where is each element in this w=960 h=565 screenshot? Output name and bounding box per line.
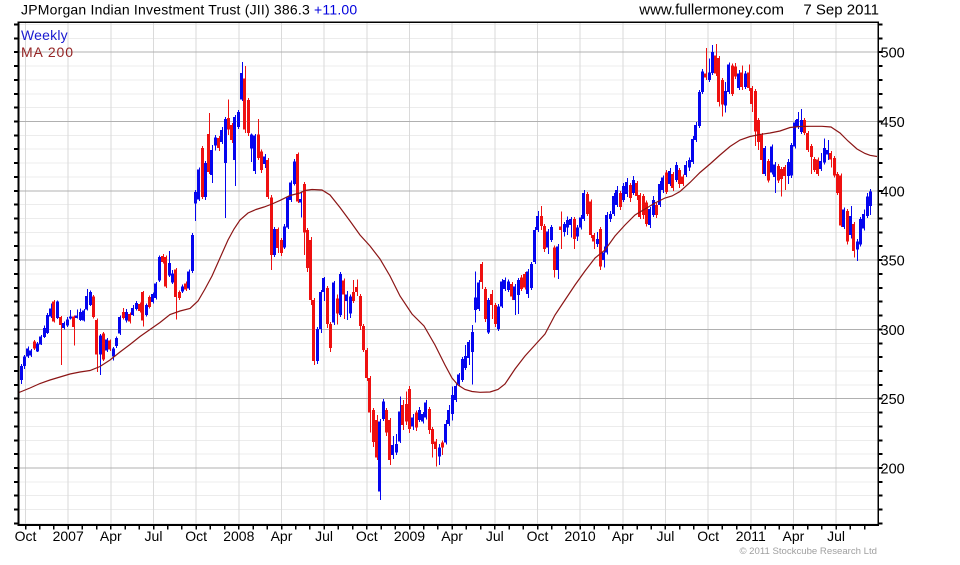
svg-text:250: 250 [881, 392, 905, 408]
svg-text:Apr: Apr [271, 528, 293, 544]
svg-text:Jul: Jul [827, 528, 845, 544]
svg-text:Jul: Jul [315, 528, 333, 544]
svg-text:2007: 2007 [53, 528, 84, 544]
svg-text:300: 300 [881, 323, 905, 339]
svg-text:MA 200: MA 200 [21, 44, 74, 60]
svg-text:Jul: Jul [656, 528, 674, 544]
svg-text:Apr: Apr [783, 528, 805, 544]
svg-text:400: 400 [881, 184, 905, 200]
svg-text:Oct: Oct [697, 528, 719, 544]
svg-text:Weekly: Weekly [21, 27, 68, 43]
svg-text:Oct: Oct [356, 528, 378, 544]
svg-text:450: 450 [881, 115, 905, 131]
svg-text:Apr: Apr [100, 528, 122, 544]
svg-text:Apr: Apr [612, 528, 634, 544]
svg-text:Oct: Oct [185, 528, 207, 544]
svg-text:2009: 2009 [394, 528, 425, 544]
svg-text:Oct: Oct [527, 528, 549, 544]
svg-text:Jul: Jul [486, 528, 504, 544]
svg-text:© 2011 Stockcube Research Ltd: © 2011 Stockcube Research Ltd [739, 546, 877, 557]
svg-text:2008: 2008 [223, 528, 254, 544]
svg-text:Jul: Jul [145, 528, 163, 544]
svg-text:2011: 2011 [736, 528, 766, 544]
svg-text:www.fullermoney.com: www.fullermoney.com [638, 2, 784, 19]
svg-text:350: 350 [881, 254, 905, 270]
svg-text:JPMorgan Indian Investment Tru: JPMorgan Indian Investment Trust (JII) 3… [21, 2, 357, 18]
svg-text:Apr: Apr [441, 528, 463, 544]
svg-text:Oct: Oct [15, 528, 37, 544]
svg-text:500: 500 [881, 46, 905, 62]
svg-text:7 Sep 2011: 7 Sep 2011 [803, 2, 879, 19]
svg-text:200: 200 [881, 462, 905, 478]
svg-text:2010: 2010 [565, 528, 596, 544]
